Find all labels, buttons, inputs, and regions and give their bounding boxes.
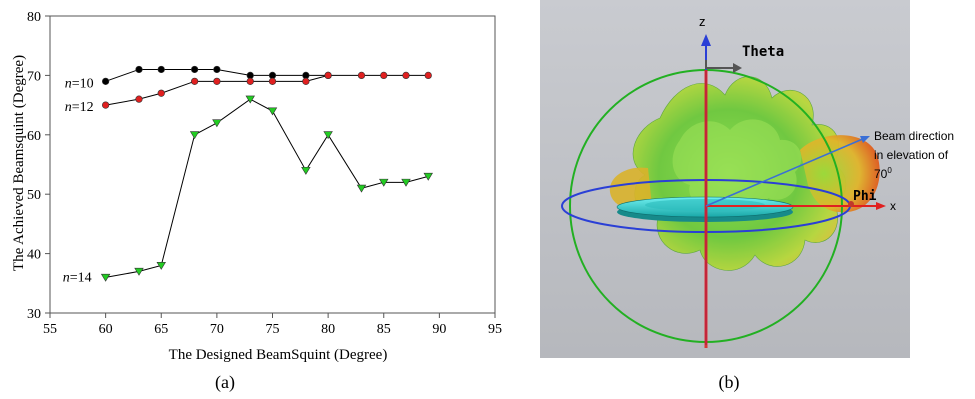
data-point xyxy=(135,65,143,74)
series-label: n=12 xyxy=(65,100,94,115)
data-point xyxy=(245,95,255,104)
series-label-value: =10 xyxy=(72,76,94,91)
plot-frame xyxy=(49,15,496,314)
data-point xyxy=(380,71,388,79)
x-axis-label: x xyxy=(890,199,896,213)
x-tick-label: 60 xyxy=(99,322,113,337)
x-tick-label: 85 xyxy=(377,322,391,337)
data-point xyxy=(100,273,111,282)
chart-series-labels: n=10n=12n=14 xyxy=(63,76,94,285)
data-point xyxy=(213,77,221,85)
data-point xyxy=(268,77,277,85)
radiation-pattern-figure: z x Theta Phi Beam direction in elevatio… xyxy=(540,0,954,393)
data-point xyxy=(356,184,367,193)
data-point xyxy=(102,101,110,109)
series-line-2 xyxy=(105,98,429,278)
x-tick-label: 90 xyxy=(432,322,446,337)
data-point xyxy=(246,71,254,79)
y-tick-label: 70 xyxy=(27,69,41,84)
x-axis-label: The Designed BeamSquint (Degree) xyxy=(169,347,388,363)
chart-ticks: 55 60 65 70 75 80 85 90 95 30 40 50 60 70 80 xyxy=(27,10,502,337)
data-point xyxy=(302,71,310,79)
series-line-1 xyxy=(105,74,429,106)
chart-series-lines xyxy=(105,68,429,278)
data-point xyxy=(402,71,410,79)
annotation-line3: 700 xyxy=(874,166,892,181)
phi-marker xyxy=(848,201,854,207)
data-point xyxy=(302,77,310,85)
chart-markers xyxy=(100,65,433,282)
annotation-value: 70 xyxy=(874,167,888,181)
phi-label: Phi xyxy=(853,189,877,204)
data-point xyxy=(213,65,221,74)
data-point xyxy=(401,178,411,187)
x-tick-label: 65 xyxy=(154,322,168,337)
panel-a-caption: (a) xyxy=(215,372,235,393)
beam-direction-arrowhead xyxy=(860,136,870,143)
theta-arrowhead xyxy=(733,63,742,73)
x-tick-label: 75 xyxy=(266,322,280,337)
panel-b-caption: (b) xyxy=(719,372,740,393)
y-tick-label: 50 xyxy=(27,188,41,203)
z-axis-label: z xyxy=(699,14,706,29)
data-point xyxy=(135,95,143,103)
data-point xyxy=(134,267,144,276)
data-point xyxy=(157,65,165,74)
y-tick-label: 60 xyxy=(27,129,41,144)
y-axis-label: The Achieved Beamsquint (Degree) xyxy=(11,55,27,271)
series-label-var: n xyxy=(65,76,72,91)
series-label-var: n xyxy=(63,270,70,285)
y-tick-label: 80 xyxy=(27,10,41,25)
theta-arrow xyxy=(705,60,736,69)
data-point xyxy=(423,172,433,181)
data-point xyxy=(212,119,222,128)
series-label: n=14 xyxy=(63,270,92,285)
series-label: n=10 xyxy=(65,76,94,91)
data-point xyxy=(324,71,332,79)
chart-axes xyxy=(49,15,496,314)
data-point xyxy=(268,71,277,79)
data-point xyxy=(379,178,389,187)
x-tick-label: 80 xyxy=(321,322,335,337)
data-point xyxy=(189,131,200,140)
z-axis-arrowhead xyxy=(701,34,711,46)
radiation-pattern-panel: z x Theta Phi Beam direction in elevatio… xyxy=(540,0,975,394)
series-label-value: =14 xyxy=(70,270,92,285)
x-tick-label: 95 xyxy=(488,322,502,337)
data-point xyxy=(191,77,199,85)
data-point xyxy=(246,77,254,85)
data-point xyxy=(157,89,165,97)
x-tick-label: 70 xyxy=(210,322,224,337)
x-tick-label: 55 xyxy=(43,322,57,337)
beam-direction-arrow xyxy=(705,137,866,207)
data-point xyxy=(191,65,199,74)
annotation-line1: Beam direction xyxy=(874,129,954,143)
x-axis-arrowhead xyxy=(876,202,886,210)
y-tick-label: 30 xyxy=(27,307,41,322)
series-label-var: n xyxy=(65,100,72,115)
annotation-line2: in elevation of xyxy=(874,148,949,162)
data-point xyxy=(102,77,110,85)
series-label-value: =12 xyxy=(72,100,94,115)
data-point xyxy=(424,71,432,79)
data-point xyxy=(357,71,366,79)
data-point xyxy=(267,107,278,116)
theta-label: Theta xyxy=(742,44,784,60)
y-tick-label: 40 xyxy=(27,248,41,263)
annotation-degree-sup: 0 xyxy=(887,166,892,175)
data-point xyxy=(156,261,166,270)
data-point xyxy=(301,166,311,175)
data-point xyxy=(323,131,333,140)
